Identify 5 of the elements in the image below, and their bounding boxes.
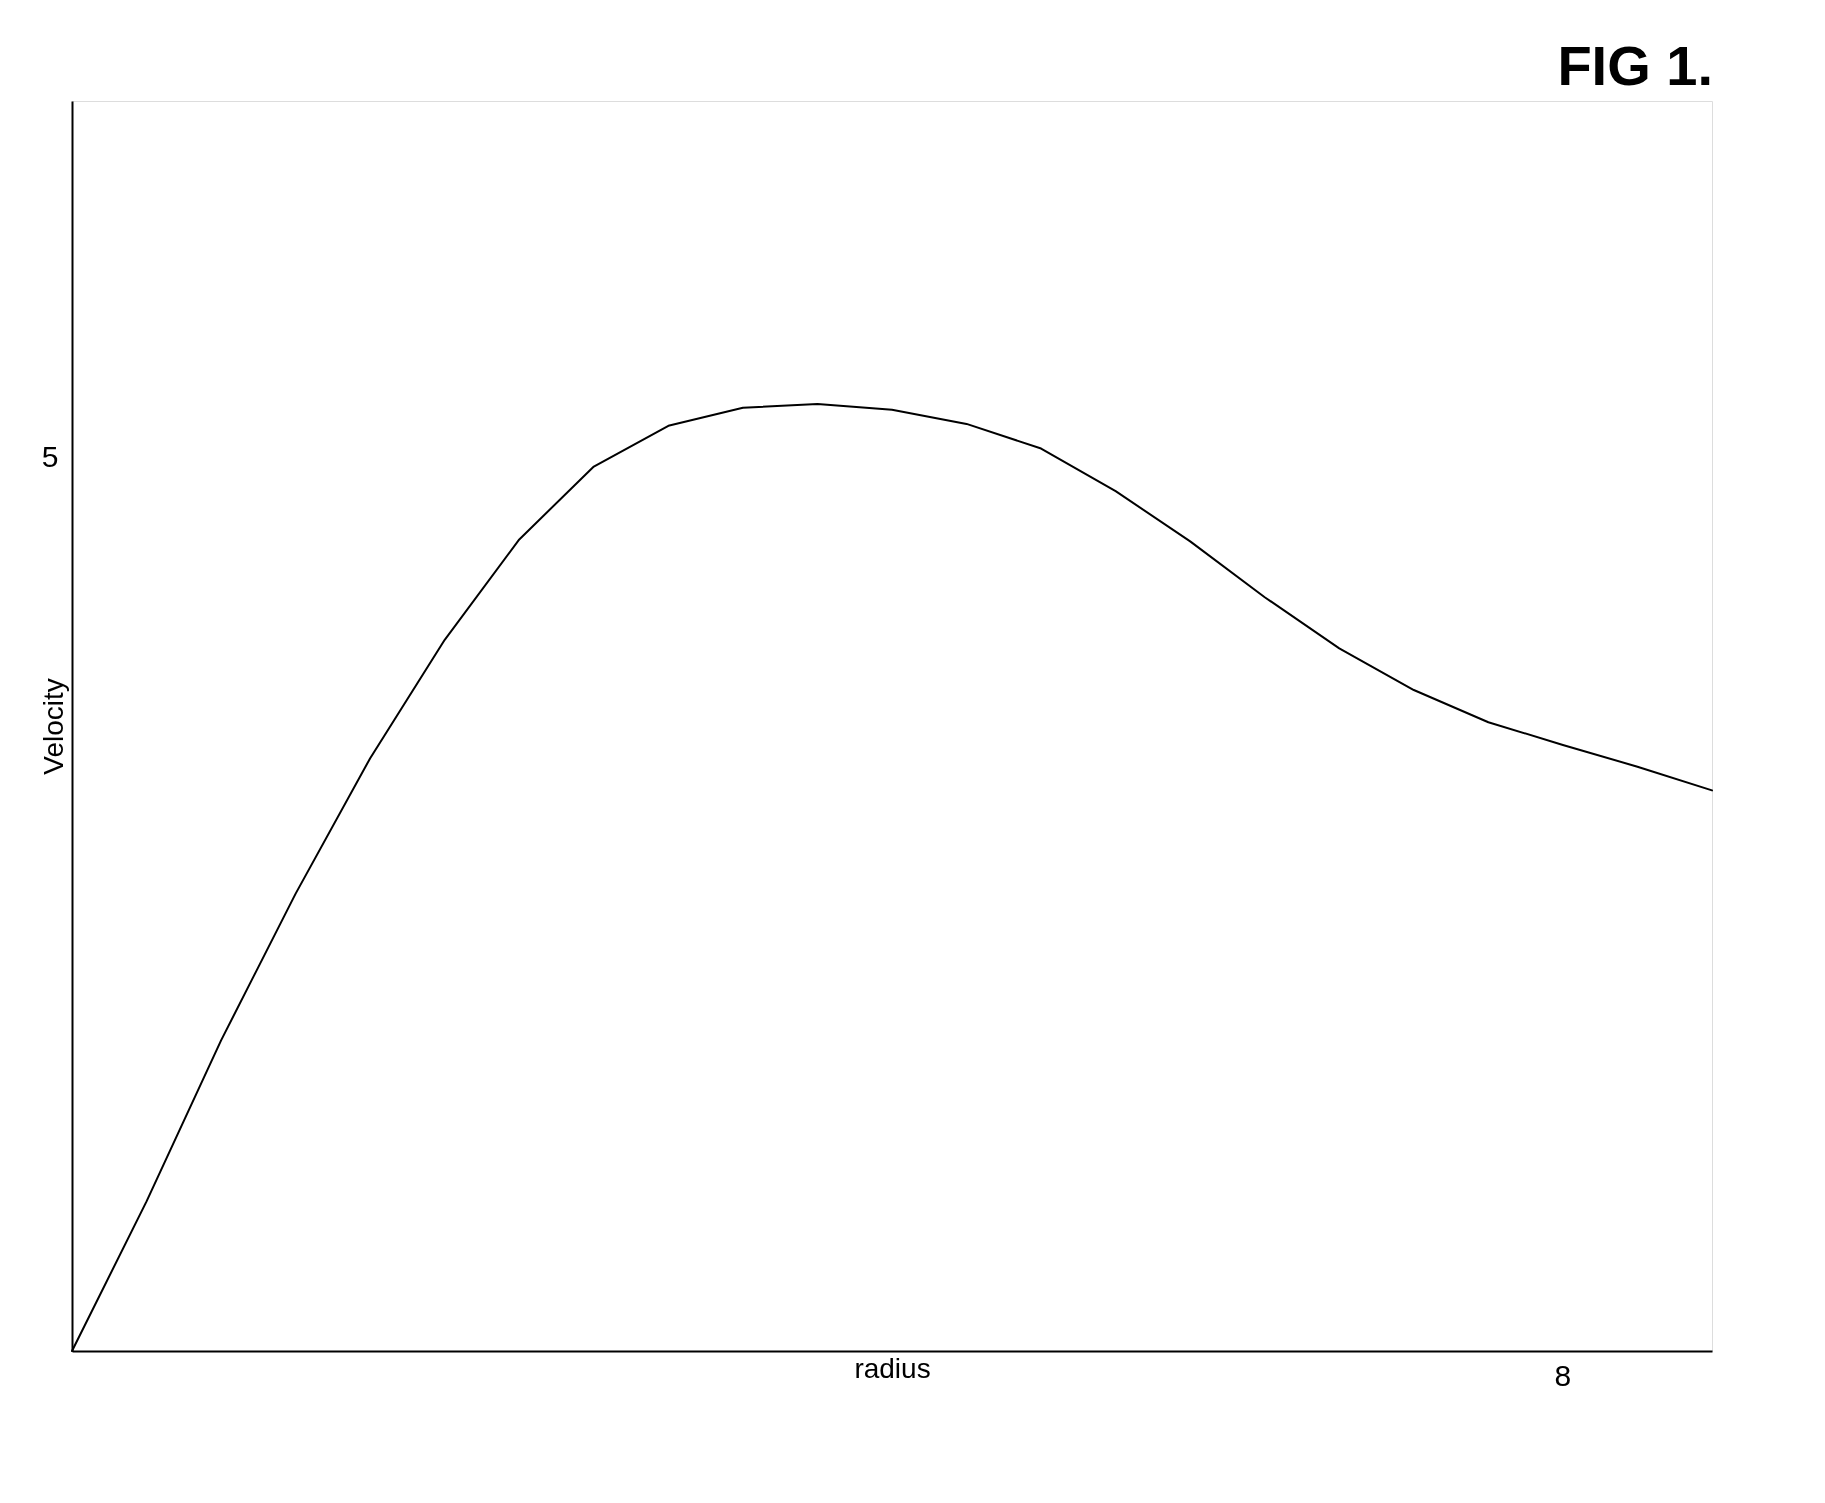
text: 5 [41,440,59,474]
x-axis-title: radius [854,1352,931,1384]
chart-title: FIG 1. [1557,34,1713,97]
text: 8 [1554,1359,1572,1392]
y-axis-title: Velocity [37,678,69,775]
